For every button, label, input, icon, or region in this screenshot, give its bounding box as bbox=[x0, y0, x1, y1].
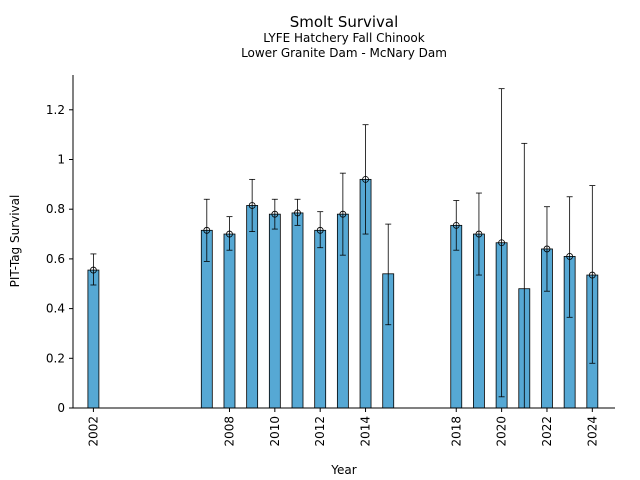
error-bar-2023 bbox=[566, 196, 573, 318]
y-tick-label: 0.8 bbox=[46, 202, 65, 216]
y-tick-label: 0.2 bbox=[46, 351, 65, 365]
bar-2002 bbox=[87, 269, 100, 409]
bar-2009 bbox=[246, 205, 259, 409]
y-tick-label: 0 bbox=[57, 401, 65, 415]
bar-2008 bbox=[223, 233, 236, 409]
error-bar-2024 bbox=[589, 185, 596, 364]
point-marker-2020 bbox=[498, 239, 506, 247]
bar-2010 bbox=[268, 213, 281, 409]
error-bar-2020 bbox=[498, 88, 505, 398]
point-marker-2018 bbox=[452, 221, 460, 229]
chart-title: Smolt Survival bbox=[290, 13, 399, 31]
error-bar-2019 bbox=[475, 192, 482, 276]
markers-group bbox=[90, 175, 596, 279]
point-marker-2024 bbox=[588, 271, 596, 279]
x-tick-label: 2012 bbox=[313, 416, 327, 447]
x-tick-label: 2008 bbox=[222, 416, 236, 447]
error-bar-2011 bbox=[294, 198, 301, 226]
error-bar-2002 bbox=[90, 253, 97, 286]
y-tick-label: 1.2 bbox=[46, 103, 65, 117]
plot-area bbox=[87, 88, 599, 409]
x-axis-label: Year bbox=[330, 463, 356, 477]
x-tick-label: 2014 bbox=[359, 416, 373, 447]
point-marker-2007 bbox=[203, 226, 211, 234]
bar-2018 bbox=[450, 224, 463, 409]
x-tick-label: 2018 bbox=[449, 416, 463, 447]
error-bar-2007 bbox=[203, 198, 210, 262]
point-marker-2023 bbox=[566, 253, 574, 260]
point-marker-2022 bbox=[543, 245, 551, 253]
error-bar-2012 bbox=[317, 211, 324, 249]
point-marker-2014 bbox=[362, 175, 369, 183]
x-tick-label: 2002 bbox=[86, 416, 100, 447]
point-marker-2011 bbox=[294, 209, 301, 217]
chart-subtitle-line-2: Lower Granite Dam - McNary Dam bbox=[241, 46, 447, 60]
y-tick-label: 0.6 bbox=[46, 252, 65, 266]
chart-subtitle-line-1: LYFE Hatchery Fall Chinook bbox=[263, 31, 424, 45]
point-marker-2013 bbox=[339, 210, 347, 218]
point-marker-2012 bbox=[316, 226, 324, 234]
error-bar-2008 bbox=[226, 216, 233, 251]
x-tick-label: 2024 bbox=[585, 416, 599, 447]
y-axis-ticks: 0 0.2 0.4 0.6 0.8 1 1.2 bbox=[46, 103, 73, 415]
point-marker-2019 bbox=[475, 230, 483, 238]
y-tick-label: 0.4 bbox=[46, 302, 65, 316]
error-bar-2010 bbox=[271, 198, 278, 230]
error-bar-2013 bbox=[339, 172, 346, 256]
x-tick-label: 2010 bbox=[268, 416, 282, 447]
point-marker-2009 bbox=[248, 202, 256, 209]
x-tick-label: 2020 bbox=[495, 416, 509, 447]
x-axis-ticks: 2002 2008 2010 2012 2014 2018 2020 2022 2024 bbox=[86, 408, 599, 447]
error-bar-2022 bbox=[543, 206, 550, 292]
x-tick-label: 2022 bbox=[540, 416, 554, 447]
error-bars-group bbox=[90, 88, 596, 409]
error-bar-2018 bbox=[453, 200, 460, 251]
point-marker-2008 bbox=[226, 230, 233, 238]
error-bar-2014 bbox=[362, 124, 369, 235]
point-marker-2010 bbox=[271, 210, 279, 218]
bar-2012 bbox=[314, 229, 327, 409]
bar-2011 bbox=[291, 212, 304, 409]
y-axis-label: PIT-Tag Survival bbox=[8, 195, 22, 288]
error-bar-2015 bbox=[385, 223, 392, 326]
error-bar-2009 bbox=[249, 178, 256, 232]
y-tick-label: 1 bbox=[57, 152, 65, 166]
point-marker-2002 bbox=[90, 266, 97, 274]
